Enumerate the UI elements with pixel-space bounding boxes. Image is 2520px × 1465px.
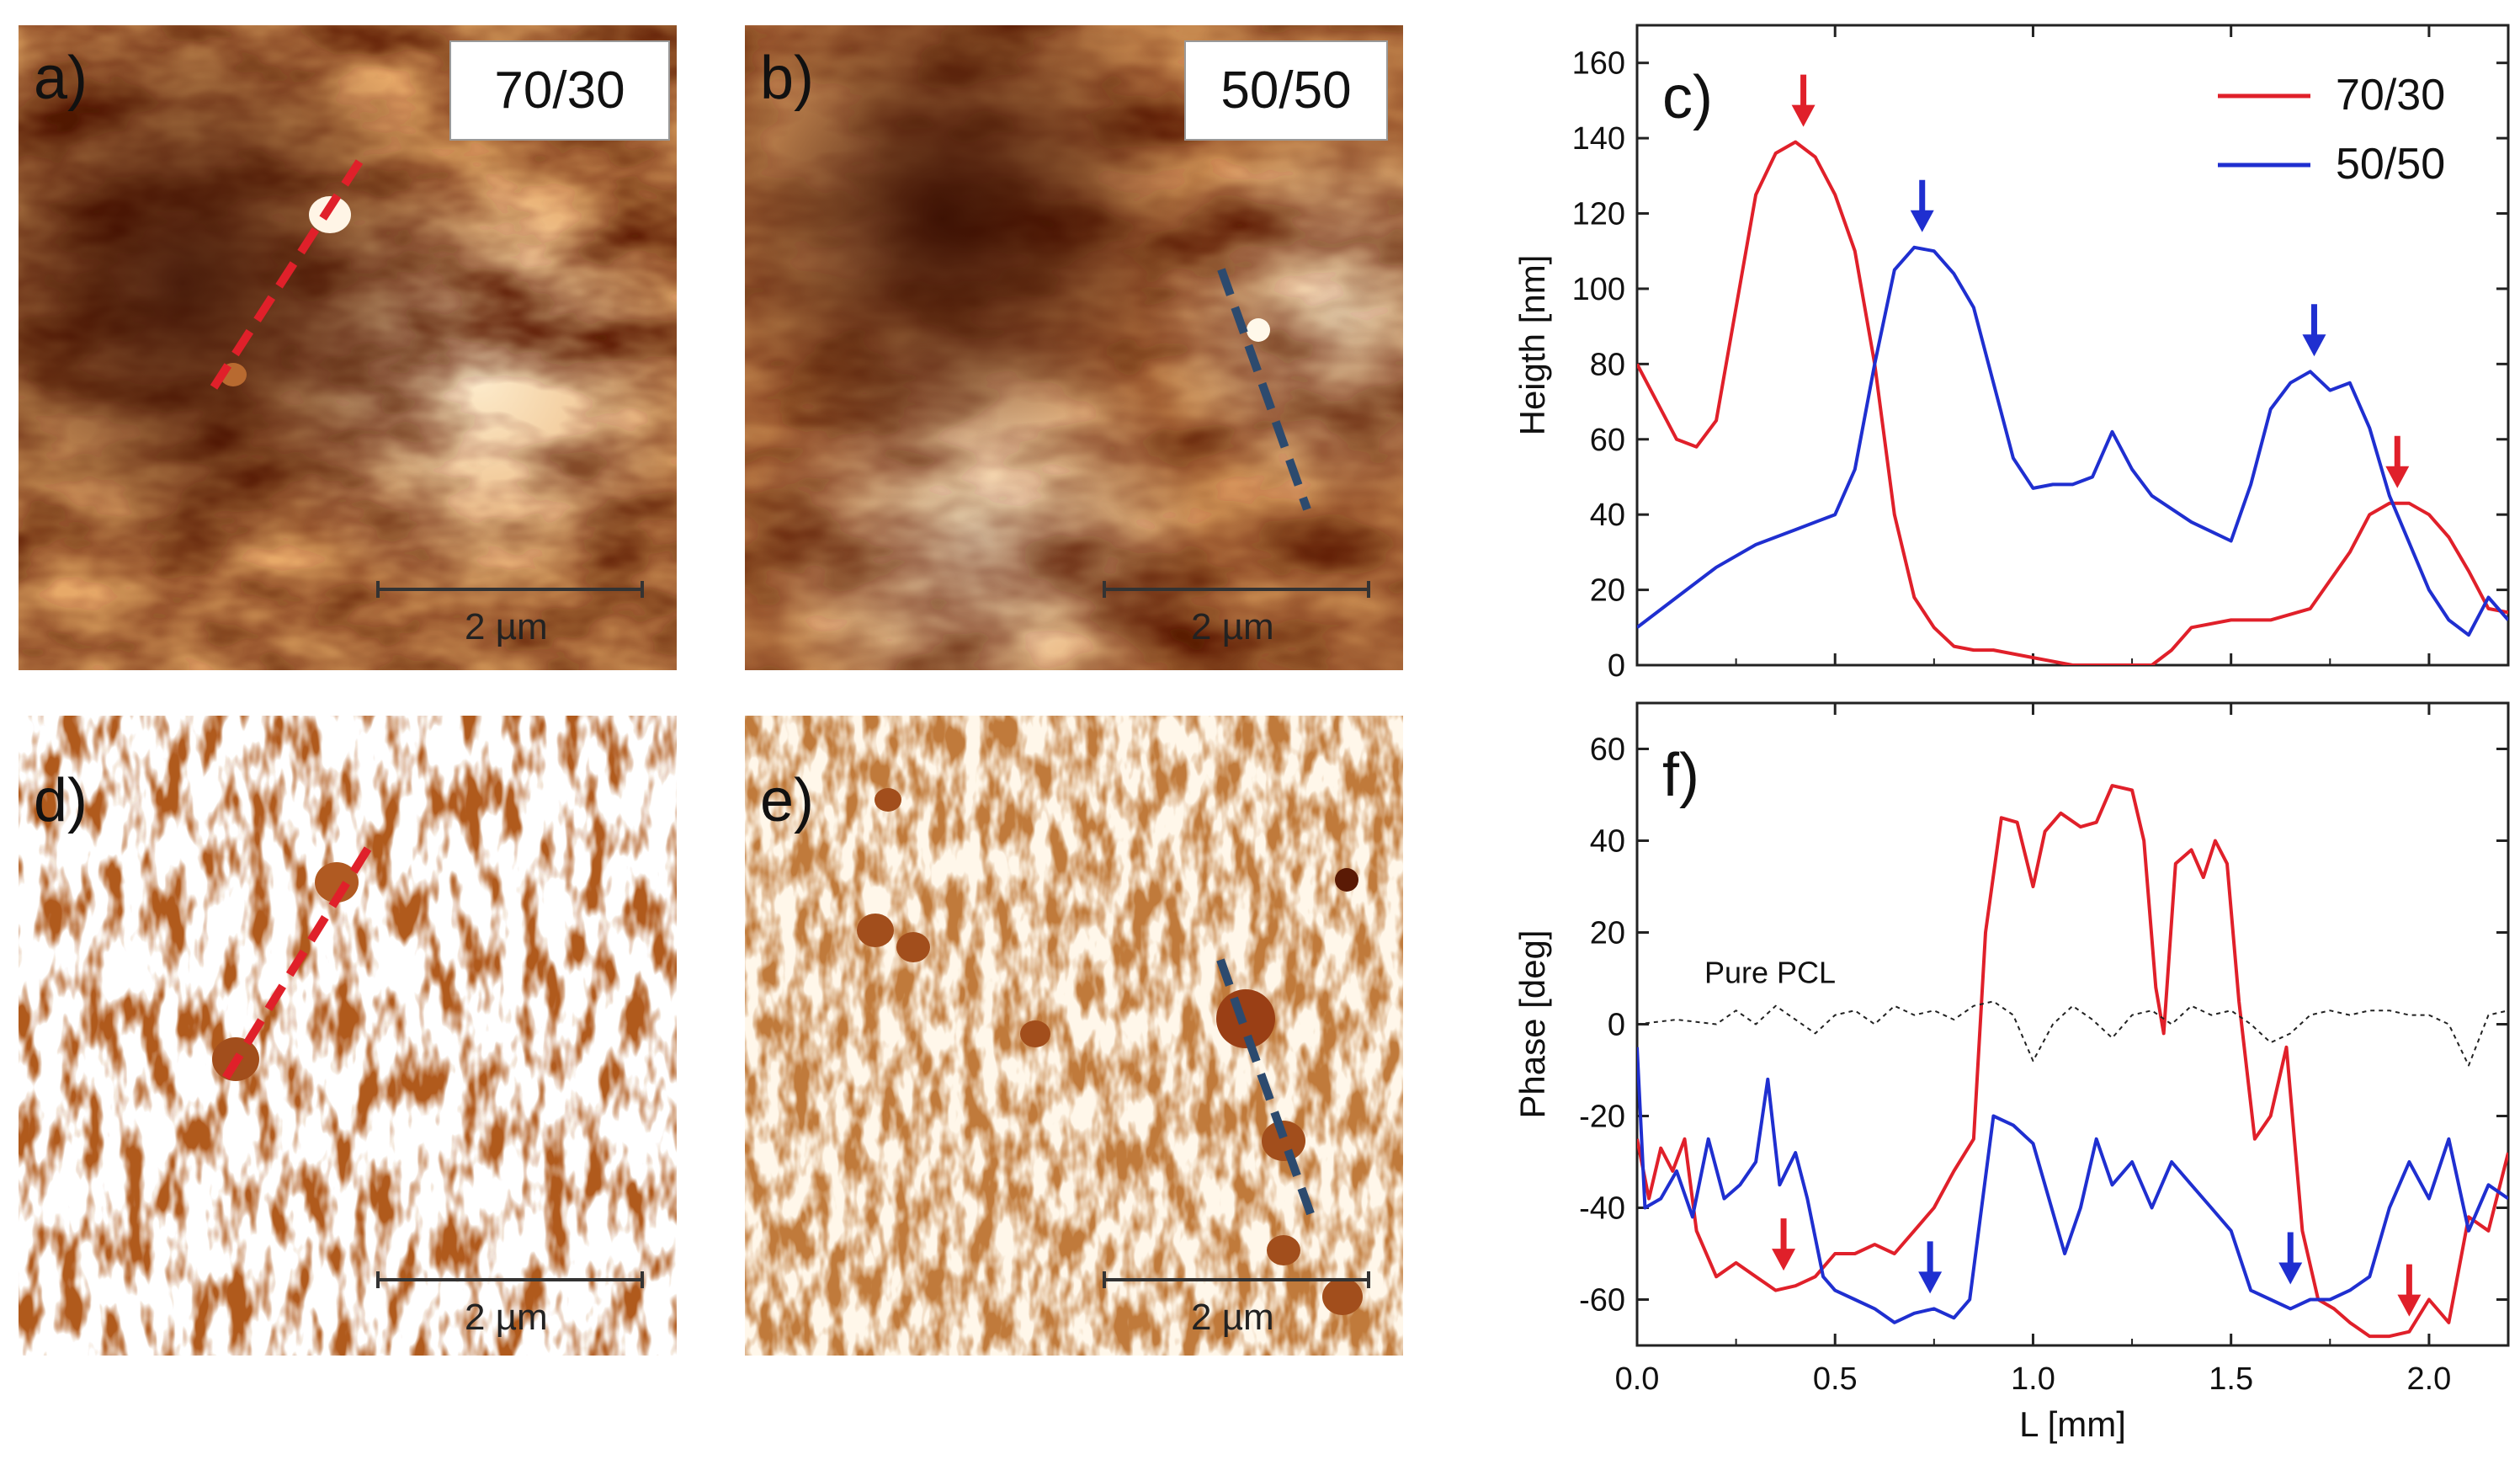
x-axis-label: L [mm]: [2019, 1404, 2126, 1444]
arrow-head: [1911, 210, 1934, 232]
panel-label-c: c): [1662, 64, 1713, 131]
y-tick-label: 0: [1608, 648, 1625, 684]
y-tick-label: 60: [1590, 732, 1625, 768]
y-tick-label: 20: [1590, 916, 1625, 951]
y-axis-label: Heigth [nm]: [1513, 255, 1552, 436]
y-axis-label: Phase [deg]: [1513, 930, 1552, 1118]
y-tick-label: 40: [1590, 824, 1625, 860]
y-tick-label: 100: [1572, 272, 1625, 307]
arrow-head: [2278, 1263, 2302, 1285]
peak-arrow: [1911, 180, 1934, 232]
y-tick-label: 80: [1590, 347, 1625, 382]
series-line-pure-pcl: [1637, 1001, 2508, 1065]
y-tick-label: -40: [1579, 1191, 1625, 1227]
series-line-50-50: [1637, 248, 2508, 635]
arrow-head: [2302, 334, 2326, 356]
legend-label: 70/30: [2336, 71, 2445, 120]
legend-label: 50/50: [2336, 140, 2445, 189]
arrow-head: [2397, 1295, 2421, 1317]
peak-arrow: [2397, 1265, 2421, 1317]
peak-arrow: [2385, 436, 2409, 488]
x-tick-label: 2.0: [2406, 1361, 2451, 1397]
peak-arrow: [1772, 1218, 1795, 1271]
x-tick-label: 0.0: [1615, 1361, 1660, 1397]
chart-c: 0 20 40 60 80 100 120 140 160 Heigth [nm] c) 70/30 5…: [1513, 25, 2508, 684]
panel-label-f: f): [1662, 742, 1699, 809]
pure-pcl-annotation: Pure PCL: [1704, 955, 1836, 989]
x-tick-label: 1.5: [2209, 1361, 2253, 1397]
y-tick-label: -60: [1579, 1283, 1625, 1318]
y-tick-label: 140: [1572, 121, 1625, 157]
y-tick-label: 120: [1572, 197, 1625, 232]
chart-f: 0.0 0.5 1.0 1.5 2.0 -60 -40 -20 0 20 40 60 Phase [de…: [1513, 703, 2508, 1444]
y-tick-label: 40: [1590, 498, 1625, 533]
y-tick-label: -20: [1579, 1100, 1625, 1135]
x-tick-label: 1.0: [2011, 1361, 2055, 1397]
plot-frame: [1637, 25, 2508, 665]
series-line-70-30: [1637, 142, 2508, 665]
arrow-head: [2385, 466, 2409, 488]
y-tick-label: 20: [1590, 573, 1625, 609]
arrow-head: [1792, 105, 1816, 127]
peak-arrow: [2278, 1233, 2302, 1285]
series-line-50-50: [1637, 1047, 2508, 1323]
arrow-head: [1918, 1271, 1942, 1293]
x-tick-label: 0.5: [1813, 1361, 1858, 1397]
peak-arrow: [2302, 304, 2326, 356]
y-tick-label: 0: [1608, 1008, 1625, 1043]
peak-arrow: [1792, 75, 1816, 127]
profile-charts: 0 20 40 60 80 100 120 140 160 Heigth [nm] c) 70/30 5…: [0, 0, 2520, 1465]
y-tick-label: 60: [1590, 423, 1625, 458]
y-tick-label: 160: [1572, 46, 1625, 82]
arrow-head: [1772, 1249, 1795, 1271]
peak-arrow: [1918, 1241, 1942, 1293]
